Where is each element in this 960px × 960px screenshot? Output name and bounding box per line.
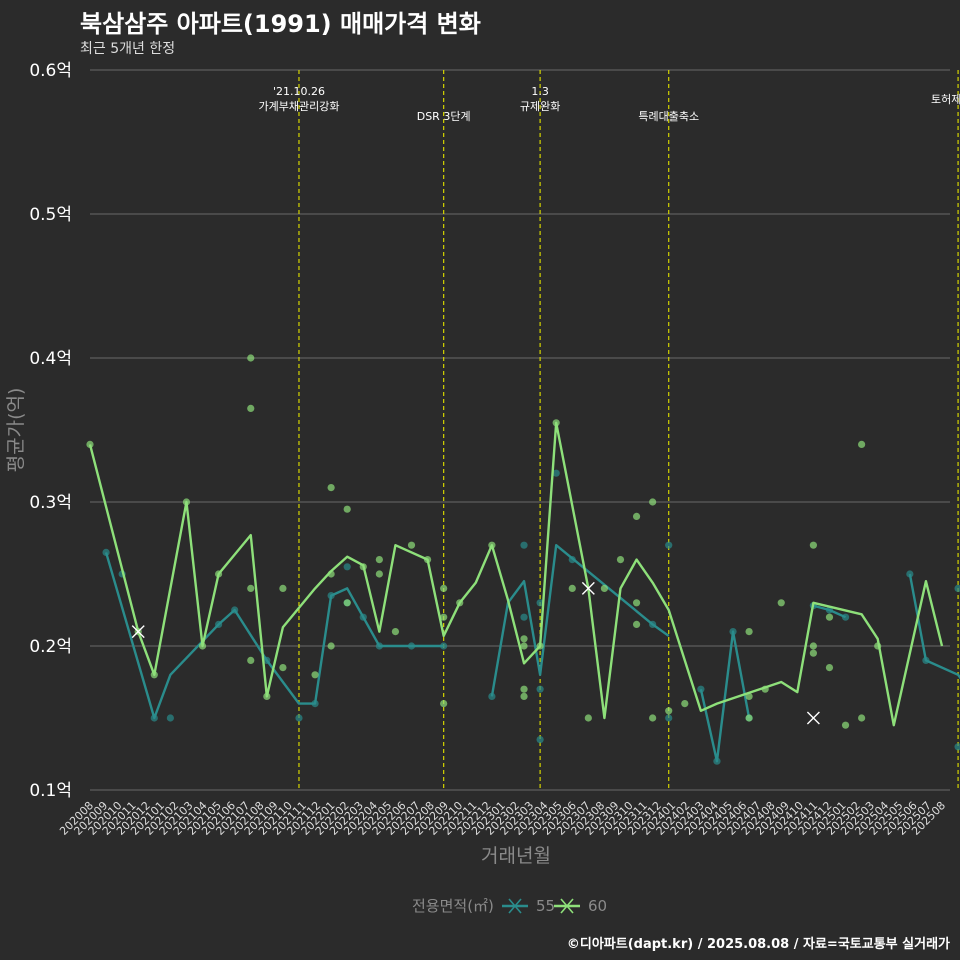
legend-label-55: 55 xyxy=(536,897,555,915)
data-point-60 xyxy=(858,440,866,448)
data-point-60 xyxy=(520,635,528,643)
data-point-60 xyxy=(649,498,657,506)
data-point-60 xyxy=(247,404,255,412)
x-axis-title: 거래년월 xyxy=(481,845,551,867)
y-tick-label: 0.2억 xyxy=(29,637,72,657)
y-tick-label: 0.6억 xyxy=(29,61,72,81)
data-point-60 xyxy=(247,584,255,593)
data-point-55 xyxy=(954,584,960,592)
data-point-55 xyxy=(295,714,303,722)
data-point-60 xyxy=(809,642,817,650)
data-credit: ©디아파트(dapt.kr) / 2025.08.08 / 자료=국토교통부 실… xyxy=(566,937,950,952)
series-line-55 xyxy=(699,630,751,763)
data-point-60 xyxy=(440,613,448,621)
data-point-60 xyxy=(520,642,528,650)
data-point-55 xyxy=(954,743,960,751)
data-point-55 xyxy=(520,613,528,621)
legend-title: 전용면적(㎡) xyxy=(412,897,494,915)
data-point-60 xyxy=(825,664,834,672)
data-point-60 xyxy=(247,354,255,362)
data-point-60 xyxy=(343,505,351,513)
data-point-60 xyxy=(440,700,448,708)
legend-label-60: 60 xyxy=(588,897,607,915)
series-line-60 xyxy=(88,421,944,727)
data-point-60 xyxy=(520,692,528,701)
data-point-60 xyxy=(600,584,609,593)
data-point-55 xyxy=(343,563,351,571)
y-tick-label: 0.5억 xyxy=(29,205,72,225)
data-point-60 xyxy=(407,541,416,549)
data-point-60 xyxy=(327,642,335,650)
data-point-55 xyxy=(520,541,528,549)
legend-marker-60 xyxy=(560,898,574,914)
data-point-60 xyxy=(520,685,528,693)
data-point-55 xyxy=(552,469,560,477)
data-point-60 xyxy=(568,584,576,593)
data-point-60 xyxy=(311,671,319,679)
chart-subtitle: 최근 5개년 한정 xyxy=(80,41,176,57)
data-point-55 xyxy=(536,685,544,693)
data-point-60 xyxy=(375,570,383,578)
data-point-60 xyxy=(681,700,689,708)
data-point-60 xyxy=(632,599,641,607)
policy-label: 특례대출축소 xyxy=(638,110,699,123)
data-point-60 xyxy=(440,584,448,593)
policy-label: 1.3 xyxy=(531,85,549,98)
y-tick-label: 0.3억 xyxy=(29,493,72,513)
data-point-60 xyxy=(858,714,866,722)
data-point-60 xyxy=(649,714,657,722)
y-axis-title: 평균가(억) xyxy=(5,388,27,473)
series-line-55 xyxy=(104,552,444,720)
data-point-60 xyxy=(809,649,817,657)
data-point-60 xyxy=(841,721,850,729)
chart-title: 북삼삼주 아파트(1991) 매매가격 변화 xyxy=(80,10,481,38)
data-point-60 xyxy=(343,599,351,607)
series-line-55 xyxy=(813,604,847,619)
policy-label: '21.10.26 xyxy=(273,85,325,98)
data-point-60 xyxy=(632,620,641,629)
data-point-55 xyxy=(665,714,673,722)
policy-label: DSR 3단계 xyxy=(417,110,471,123)
data-point-60 xyxy=(809,541,817,549)
y-tick-label: 0.1억 xyxy=(29,781,72,801)
data-point-55 xyxy=(536,736,544,744)
single-trade-marker xyxy=(806,711,820,725)
data-point-55 xyxy=(665,541,673,549)
data-point-60 xyxy=(632,512,641,521)
data-point-60 xyxy=(584,714,592,722)
data-point-60 xyxy=(247,656,255,665)
data-point-60 xyxy=(745,714,753,722)
policy-label: 규제완화 xyxy=(520,100,560,113)
data-point-60 xyxy=(279,664,287,672)
policy-label: 토허제 해제 xyxy=(931,92,960,106)
data-point-60 xyxy=(777,599,785,607)
policy-label: 가계부채관리강화 xyxy=(258,100,339,113)
single-trade-marker xyxy=(581,581,595,595)
y-tick-label: 0.4억 xyxy=(29,349,72,369)
legend-marker-55 xyxy=(508,898,522,914)
data-point-60 xyxy=(391,628,400,636)
data-point-60 xyxy=(665,707,673,715)
data-point-60 xyxy=(745,628,753,636)
series-line-55 xyxy=(908,573,960,680)
data-point-60 xyxy=(279,584,287,593)
data-point-60 xyxy=(327,484,335,492)
data-point-60 xyxy=(825,613,834,621)
data-point-60 xyxy=(375,556,383,564)
data-point-60 xyxy=(616,556,625,564)
single-trade-marker xyxy=(131,625,145,639)
data-point-55 xyxy=(166,714,174,722)
